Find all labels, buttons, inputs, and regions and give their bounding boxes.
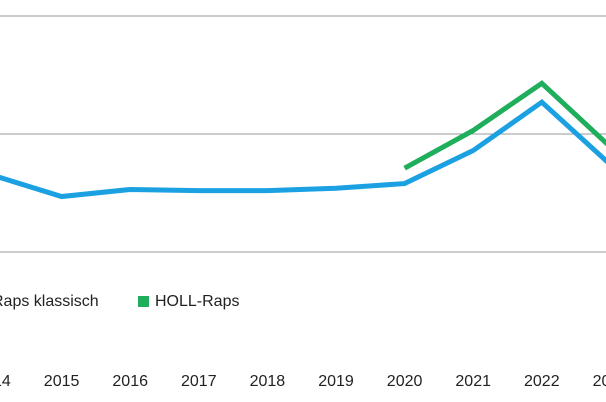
series-line xyxy=(0,98,606,200)
x-tick-label: 2014 xyxy=(0,373,11,390)
series-line xyxy=(403,80,606,171)
x-tick-label: 2020 xyxy=(387,373,423,390)
x-tick-label: 2021 xyxy=(455,373,491,390)
x-tick-label: 2015 xyxy=(44,373,80,390)
x-tick-label: 2022 xyxy=(524,373,560,390)
x-tick-label: 2018 xyxy=(250,373,286,390)
x-tick-label: 2023 xyxy=(593,373,606,390)
x-tick-label: 2016 xyxy=(112,373,148,390)
legend-label: Raps klassisch xyxy=(0,293,99,310)
x-tick-label: 2019 xyxy=(318,373,354,390)
legend-label: HOLL-Raps xyxy=(155,293,239,310)
x-tick-label: 2017 xyxy=(181,373,217,390)
legend-swatch xyxy=(138,296,149,307)
